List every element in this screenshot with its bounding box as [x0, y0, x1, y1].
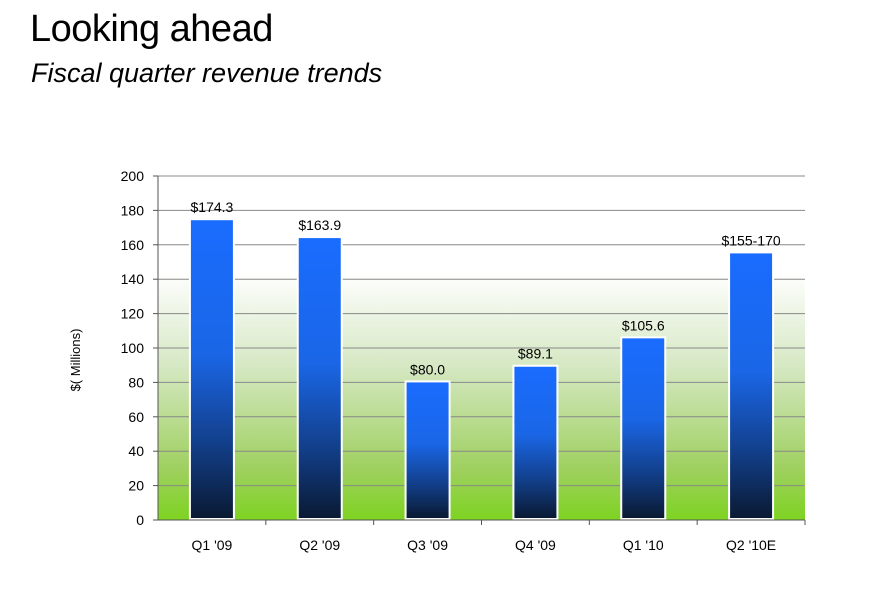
y-tick-label: 180 [121, 202, 145, 218]
gridlines [158, 175, 805, 487]
y-tick-label: 80 [128, 374, 144, 390]
data-labels: $174.3 $163.9 $80.0 $89.1 $105.6 $155-170 [191, 199, 781, 377]
axes: 0 20 40 60 80 100 120 140 160 180 200 Q1 '09 Q2 '09 Q… [121, 168, 806, 553]
x-tick-label: Q2 '09 [299, 537, 340, 553]
data-label: $163.9 [298, 217, 341, 233]
page-title: Looking ahead [30, 8, 273, 50]
y-tick-label: 0 [136, 512, 144, 528]
bars [188, 218, 775, 521]
bar [190, 220, 233, 519]
y-tick-label: 20 [128, 478, 144, 494]
y-tick-label: 200 [121, 168, 145, 184]
y-tick-label: 40 [128, 443, 144, 459]
data-label: $174.3 [191, 199, 234, 215]
bar [406, 382, 449, 518]
x-tick-label: Q2 '10E [726, 537, 776, 553]
y-tick-label: 100 [121, 340, 145, 356]
data-label: $105.6 [622, 317, 665, 333]
page-subtitle: Fiscal quarter revenue trends [31, 58, 383, 88]
bar [514, 366, 557, 518]
x-tick-label: Q4 '09 [515, 537, 556, 553]
y-axis-label: $( Millions) [68, 329, 83, 392]
x-tick-label: Q1 '10 [623, 537, 664, 553]
data-label: $80.0 [410, 361, 445, 377]
y-tick-label: 120 [121, 306, 145, 322]
data-label: $89.1 [518, 346, 553, 362]
bar [298, 238, 341, 519]
x-tick-label: Q1 '09 [192, 537, 233, 553]
y-tick-label: 140 [121, 271, 145, 287]
bar [622, 338, 665, 518]
x-tick-label: Q3 '09 [407, 537, 448, 553]
data-label: $155-170 [721, 232, 780, 248]
bar [730, 253, 773, 518]
y-tick-label: 60 [128, 409, 144, 425]
y-tick-label: 160 [121, 237, 145, 253]
